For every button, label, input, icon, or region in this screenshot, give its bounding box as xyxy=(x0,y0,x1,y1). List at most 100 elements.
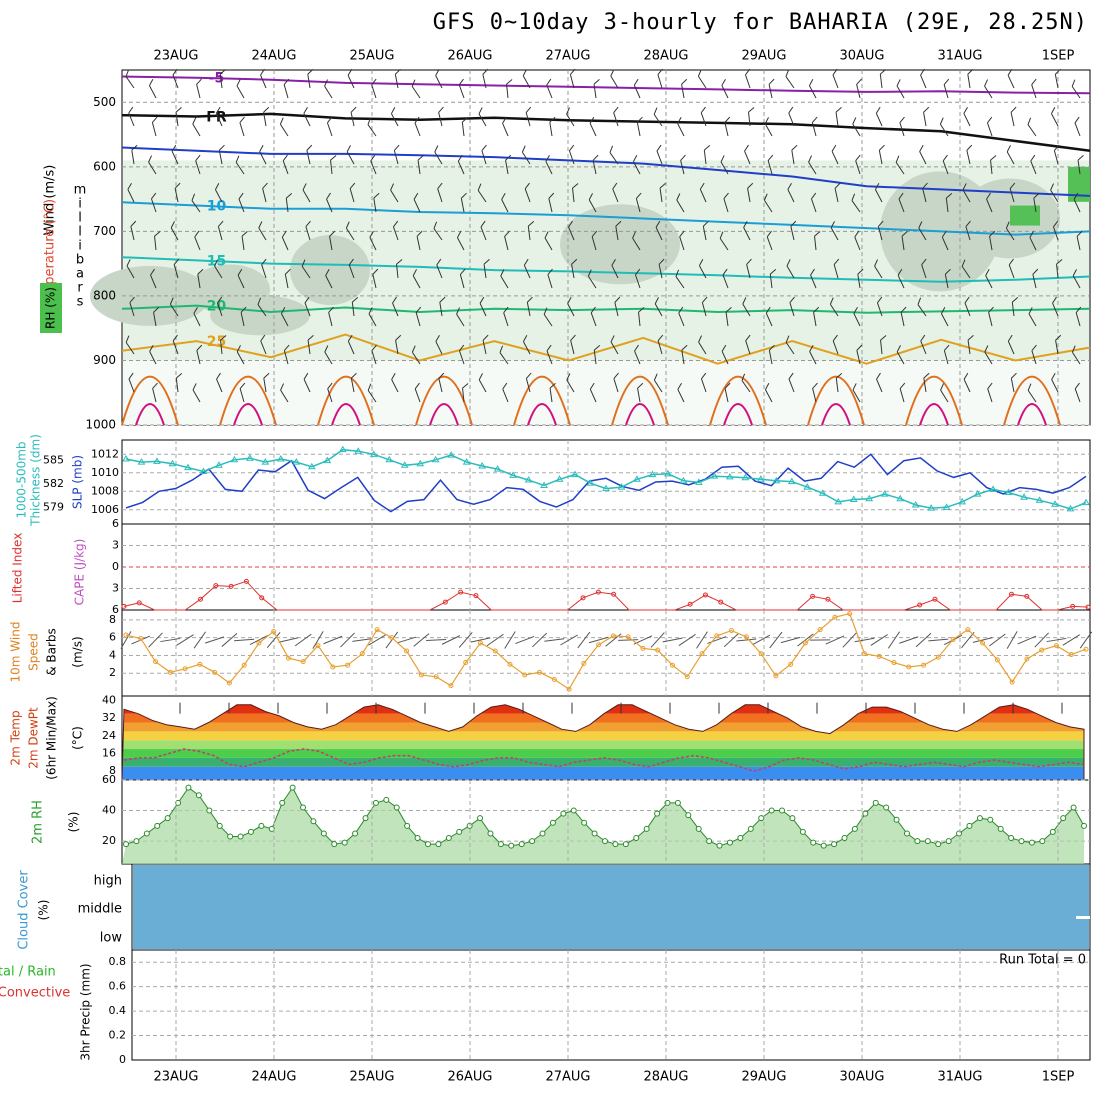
wind-barb xyxy=(923,372,930,393)
wind-barb-shaft xyxy=(522,75,531,89)
wind-barb-flag xyxy=(214,183,220,190)
wind-barb-shaft xyxy=(543,314,553,327)
wind-barb-flag xyxy=(878,220,884,227)
wind-barb-shaft xyxy=(302,189,311,203)
rh2m-marker xyxy=(695,825,702,832)
wind10-barb xyxy=(176,634,194,646)
wind10-barb-shaft xyxy=(1034,632,1049,648)
wind-barb xyxy=(1075,306,1082,327)
wind-barb-shaft xyxy=(917,304,927,317)
wind-barb-shaft xyxy=(239,388,245,403)
wind-barb xyxy=(504,230,510,251)
wind-barb-flag xyxy=(1029,230,1034,238)
wind-barb xyxy=(989,230,996,251)
wind-barb-flag xyxy=(1031,344,1037,351)
wind-barb-shaft xyxy=(987,388,993,403)
thickness-marker xyxy=(1066,504,1075,512)
thickness-marker xyxy=(493,465,502,472)
wind-barb-shaft xyxy=(128,378,135,393)
rh2m-marker xyxy=(570,807,577,814)
wind-barb xyxy=(330,155,337,175)
wind10-marker xyxy=(226,680,232,686)
rh-shade-high xyxy=(1068,166,1090,202)
wind10-barb-shaft xyxy=(458,632,473,648)
rh-axis-label: RH (%) xyxy=(44,287,58,329)
thickness-marker xyxy=(602,484,610,492)
wind-barb-shaft xyxy=(613,378,619,393)
wind-barb-flag xyxy=(944,344,950,351)
panel-frame-wind xyxy=(121,609,1091,697)
temperature-contour-surface xyxy=(1003,375,1061,426)
wind10-barb-shaft xyxy=(825,635,845,645)
rh2m-marker xyxy=(956,830,963,837)
precip-tick: 0.8 xyxy=(109,955,127,968)
wind-barb-flag xyxy=(192,383,197,391)
wind-barb xyxy=(1032,268,1039,289)
wind-barb xyxy=(546,78,553,99)
wind-barb-shaft xyxy=(634,274,641,289)
wind10-marker xyxy=(1039,647,1045,653)
wind-barb-shaft xyxy=(835,378,839,393)
wind-barb-flag xyxy=(236,345,241,352)
wind-barb xyxy=(1007,68,1015,89)
wind-barb-shaft xyxy=(809,351,817,365)
li-marker xyxy=(932,596,938,602)
wind-barb xyxy=(741,373,751,393)
wind-barb-flag xyxy=(169,297,174,305)
wind10-marker xyxy=(241,662,247,668)
wind-barb-flag xyxy=(439,296,446,303)
temperature-contour-surface xyxy=(611,375,669,426)
wind-barb-flag xyxy=(416,230,423,237)
wind-barb xyxy=(589,116,597,137)
wind-barb-flag xyxy=(191,193,196,201)
wind-barb-shaft xyxy=(259,151,267,165)
wind-barb-shaft xyxy=(1055,340,1059,355)
wind10-marker xyxy=(596,642,602,648)
wind-barb xyxy=(720,155,729,175)
wind-barb-shaft xyxy=(810,198,817,213)
wind-barb-flag xyxy=(766,230,772,238)
wind-barb-flag xyxy=(392,296,397,304)
wind-barb xyxy=(590,306,597,327)
thickness-marker xyxy=(989,485,997,492)
thickness-marker xyxy=(664,469,672,477)
wind-barb xyxy=(150,268,157,289)
wind-barb xyxy=(191,193,201,213)
wind-barb xyxy=(326,116,333,137)
wind-barb xyxy=(194,230,201,251)
wind-barb xyxy=(172,334,179,355)
wind-barb-shaft xyxy=(436,264,443,279)
wind-barb-shaft xyxy=(438,112,443,127)
wind-barb-flag xyxy=(1027,117,1032,125)
rh2m-marker xyxy=(622,841,629,848)
wind10-barb-shaft xyxy=(515,635,535,645)
wind-barb xyxy=(657,334,664,355)
wind-barb-flag xyxy=(1028,307,1033,315)
wind-barb-shaft xyxy=(786,265,795,279)
wind-barb-flag xyxy=(548,192,555,199)
wind-barb xyxy=(216,296,223,317)
rh2m-marker xyxy=(1039,838,1046,845)
wind-barb-flag xyxy=(877,296,883,304)
wind-barb-flag xyxy=(940,383,945,391)
wind-barb-shaft xyxy=(723,198,729,213)
wind10-barb-shaft xyxy=(797,633,814,647)
wind-barb-flag xyxy=(504,230,510,237)
wind-barb-flag xyxy=(571,258,578,265)
wind-barb-flag xyxy=(654,297,659,304)
wind-barb-flag xyxy=(284,268,291,275)
wind-barb xyxy=(1054,68,1061,89)
wind10-marker xyxy=(891,660,897,666)
wind-barb-flag xyxy=(369,230,374,238)
rh2m-marker xyxy=(310,818,317,825)
wind-barb xyxy=(677,116,685,137)
wind-barb-shaft xyxy=(681,84,685,99)
wind-barb xyxy=(680,154,686,175)
rh2m-marker xyxy=(331,841,338,848)
wind-barb-flag xyxy=(193,306,198,314)
wind-barb xyxy=(435,68,443,89)
wind-barb xyxy=(593,345,601,365)
wind-barb-shaft xyxy=(327,388,333,403)
dewpt2m-line xyxy=(123,748,1085,773)
wind-barb-shaft xyxy=(566,379,575,393)
